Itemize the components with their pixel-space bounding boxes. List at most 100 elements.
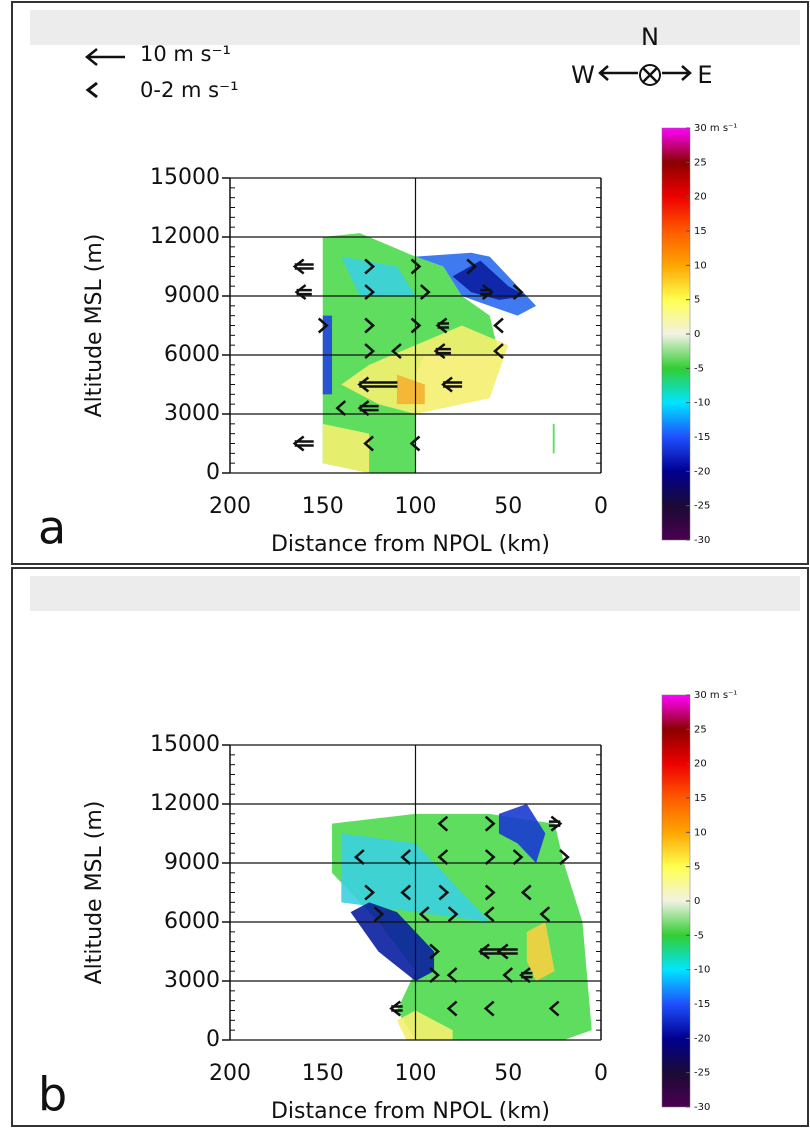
colorbar-tick-label: 5	[694, 295, 700, 306]
x-tick-label: 0	[594, 1061, 608, 1086]
x-tick-label: 0	[594, 494, 608, 519]
colorbar-tick-label: -5	[694, 930, 704, 941]
compass-north: N	[641, 23, 659, 51]
wind-arrow	[292, 435, 314, 452]
x-tick-label: 150	[302, 494, 344, 519]
velocity-region	[552, 423, 555, 454]
x-tick-label: 50	[494, 1061, 522, 1086]
compass-circle	[639, 64, 661, 86]
wind-arrow	[502, 967, 514, 984]
velocity-region	[498, 804, 546, 863]
wind-arrow	[512, 284, 524, 301]
y-tick-label: 0	[206, 1027, 220, 1052]
velocity-region	[322, 423, 370, 473]
y-tick-label: 3000	[164, 968, 220, 993]
wind-arrow	[389, 1000, 403, 1017]
wind-arrow	[466, 258, 478, 275]
y-tick-label: 15000	[150, 165, 220, 190]
colorbar-tick-label: -20	[694, 466, 710, 477]
wind-arrow	[437, 849, 449, 866]
wind-arrow	[478, 943, 500, 960]
wind-arrow	[559, 849, 570, 866]
wind-arrow	[335, 400, 347, 417]
y-tick-label: 9000	[164, 283, 220, 308]
colorbar-tick-label: -25	[694, 501, 710, 512]
panel-header	[30, 10, 800, 45]
wind-arrow	[364, 317, 376, 334]
wind-arrow	[409, 435, 421, 452]
wind-arrow	[353, 849, 365, 866]
compass-arrows	[598, 65, 692, 83]
compass-west: W	[571, 61, 595, 89]
wind-arrow	[410, 258, 422, 275]
velocity-region	[396, 1010, 453, 1040]
x-tick-label: 100	[395, 494, 437, 519]
colorbar-tick-label: 0	[694, 896, 700, 907]
wind-arrow	[484, 815, 496, 832]
legend-chevron	[85, 81, 98, 99]
colorbar-tick-label: -25	[694, 1068, 710, 1079]
y-tick-label: 0	[206, 460, 220, 485]
wind-arrow	[429, 967, 440, 984]
wind-arrow	[363, 435, 374, 452]
wind-arrow	[441, 376, 463, 393]
wind-arrow	[484, 884, 496, 901]
x-tick-label: 200	[209, 494, 251, 519]
wind-arrow	[480, 284, 494, 301]
wind-arrow	[429, 943, 440, 960]
wind-arrow	[294, 284, 312, 301]
y-tick-label: 3000	[164, 401, 220, 426]
panel-header	[30, 576, 800, 611]
panel-label: b	[38, 1068, 67, 1122]
colorbar-tick-label: 0	[694, 329, 700, 340]
wind-arrow	[519, 967, 533, 984]
x-tick-label: 50	[494, 494, 522, 519]
wind-arrow	[418, 906, 430, 923]
wind-arrow	[446, 1000, 458, 1017]
wind-arrow	[364, 284, 376, 301]
wind-arrow	[447, 906, 459, 923]
wind-arrow	[410, 317, 422, 334]
x-tick-label: 150	[302, 1061, 344, 1086]
wind-arrow	[364, 884, 376, 901]
velocity-region	[396, 374, 425, 405]
wind-arrow	[548, 815, 563, 832]
colorbar-tick-label: 10	[694, 260, 707, 271]
wind-arrow	[400, 884, 412, 901]
x-axis-title: Distance from NPOL (km)	[271, 532, 550, 557]
wind-arrow	[493, 317, 504, 334]
wind-arrow	[437, 815, 449, 832]
colorbar	[661, 694, 691, 1108]
wind-arrow	[483, 906, 495, 923]
wind-arrow	[317, 317, 329, 334]
y-tick-label: 15000	[150, 732, 220, 757]
wind-arrow	[433, 343, 451, 360]
compass-east: E	[697, 61, 712, 89]
colorbar-tick-label: -5	[694, 363, 704, 374]
legend-arrow	[84, 48, 125, 66]
panel-label: a	[38, 501, 66, 555]
legend-label: 10 m s⁻¹	[140, 42, 231, 66]
colorbar-tick-label: 25	[694, 157, 707, 168]
colorbar-tick-label: 20	[694, 759, 707, 770]
wind-arrow	[400, 849, 412, 866]
wind-arrow	[484, 849, 496, 866]
wind-arrow	[446, 967, 458, 984]
wind-arrow	[357, 400, 379, 417]
colorbar-tick-label: 25	[694, 724, 707, 735]
y-tick-label: 6000	[164, 909, 220, 934]
colorbar-tick-label: -30	[694, 535, 710, 546]
colorbar-tick-label: -10	[694, 398, 710, 409]
wind-arrow	[539, 906, 551, 923]
colorbar-tick-label: 20	[694, 192, 707, 203]
colorbar-tick-label: -10	[694, 965, 710, 976]
legend-label: 0-2 m s⁻¹	[140, 78, 239, 102]
wind-arrow	[292, 258, 314, 275]
wind-arrow	[364, 343, 376, 360]
wind-arrow	[493, 343, 504, 360]
wind-arrow	[391, 343, 402, 360]
wind-arrow	[438, 884, 450, 901]
colorbar-tick-label: 10	[694, 827, 707, 838]
wind-arrow	[357, 376, 398, 393]
